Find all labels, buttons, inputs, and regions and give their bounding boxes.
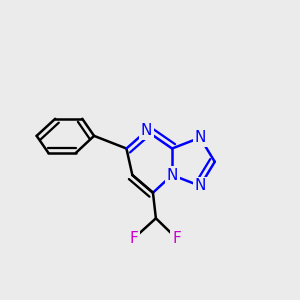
Text: F: F (129, 231, 138, 246)
Text: F: F (172, 231, 181, 246)
Text: N: N (194, 130, 206, 145)
Text: N: N (167, 167, 178, 182)
Text: N: N (194, 178, 206, 194)
Text: N: N (141, 123, 152, 138)
